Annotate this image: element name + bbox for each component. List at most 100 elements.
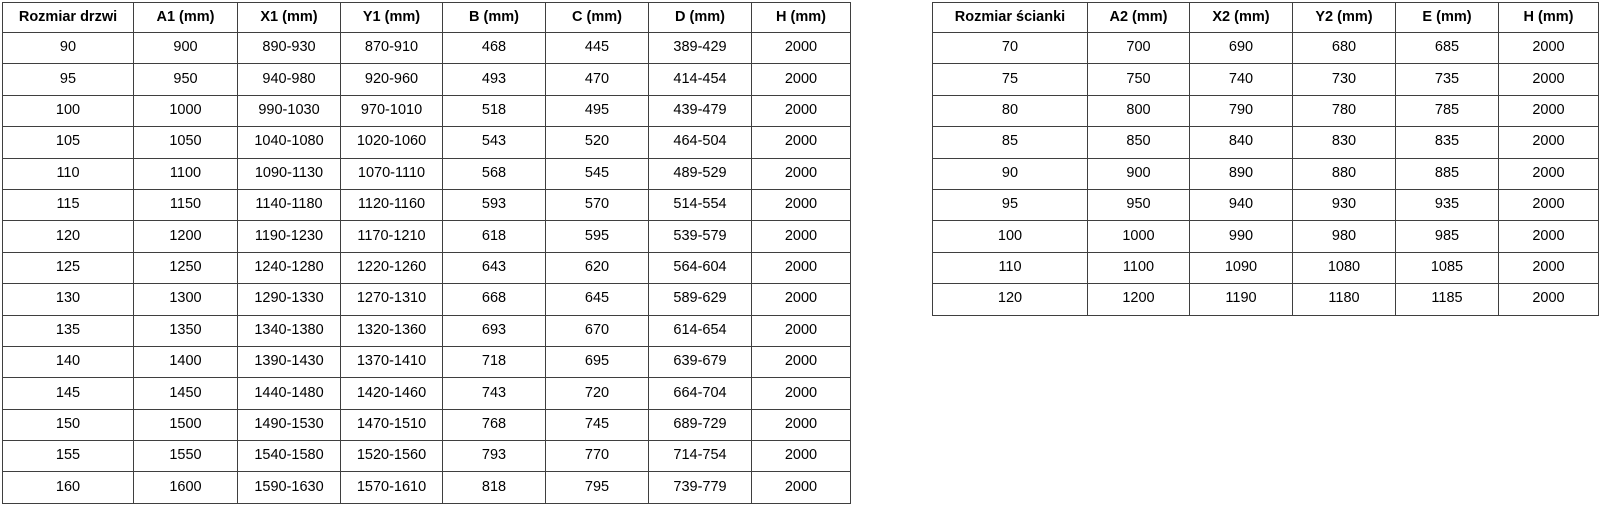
cell-x2: 690 [1189,31,1293,65]
cell-a1: 1000 [133,94,238,128]
cell-rozmiar-drzwi: 90 [2,31,134,65]
cell-e: 835 [1395,126,1499,159]
door-size-table: Rozmiar drzwi A1 (mm) X1 (mm) Y1 (mm) B … [2,2,851,504]
cell-a1: 1050 [133,126,238,159]
column-header-a1: A1 (mm) [133,2,238,33]
cell-rozmiar-drzwi: 140 [2,345,134,379]
table-row: 110 1100 1090 1080 1085 2000 [932,251,1599,285]
column-header-c: C (mm) [545,2,649,33]
door-table-body: 90 900 890-930 870-910 468 445 389-429 2… [2,31,851,504]
column-header-rozmiar-scianki: Rozmiar ścianki [932,2,1088,33]
cell-c: 470 [545,63,649,96]
cell-x2: 890 [1189,157,1293,190]
column-header-h: H (mm) [751,2,851,33]
cell-x1: 890-930 [237,31,341,65]
cell-b: 743 [442,377,546,410]
cell-h: 2000 [751,471,851,504]
column-header-d: D (mm) [648,2,752,33]
wall-table-header: Rozmiar ścianki A2 (mm) X2 (mm) Y2 (mm) … [932,2,1599,33]
cell-c: 745 [545,408,649,442]
cell-e: 735 [1395,63,1499,96]
cell-b: 618 [442,220,546,253]
cell-a1: 1350 [133,314,238,347]
cell-y1: 1270-1310 [340,283,443,316]
cell-b: 543 [442,126,546,159]
cell-a2: 850 [1087,126,1190,159]
table-row: 160 1600 1590-1630 1570-1610 818 795 739… [2,471,851,504]
cell-rozmiar-scianki: 100 [932,220,1088,253]
cell-e: 1185 [1395,283,1499,316]
cell-x1: 1040-1080 [237,126,341,159]
cell-x1: 1090-1130 [237,157,341,190]
column-header-a2: A2 (mm) [1087,2,1190,33]
cell-h: 2000 [1498,126,1599,159]
cell-d: 689-729 [648,408,752,442]
cell-e: 685 [1395,31,1499,65]
table-row: 100 1000 990-1030 970-1010 518 495 439-4… [2,94,851,128]
column-header-y1: Y1 (mm) [340,2,443,33]
cell-h: 2000 [751,220,851,253]
cell-d: 514-554 [648,188,752,222]
cell-y2: 880 [1292,157,1396,190]
cell-x1: 1590-1630 [237,471,341,504]
cell-b: 718 [442,345,546,379]
cell-c: 770 [545,440,649,473]
cell-c: 445 [545,31,649,65]
cell-a1: 900 [133,31,238,65]
cell-rozmiar-drzwi: 95 [2,63,134,96]
table-row: 95 950 940 930 935 2000 [932,188,1599,222]
table-row: 145 1450 1440-1480 1420-1460 743 720 664… [2,377,851,410]
cell-b: 643 [442,251,546,285]
column-header-x2: X2 (mm) [1189,2,1293,33]
door-table-header: Rozmiar drzwi A1 (mm) X1 (mm) Y1 (mm) B … [2,2,851,33]
cell-b: 768 [442,408,546,442]
cell-h: 2000 [751,440,851,473]
cell-d: 439-479 [648,94,752,128]
cell-a1: 1600 [133,471,238,504]
cell-h: 2000 [1498,31,1599,65]
cell-x1: 1440-1480 [237,377,341,410]
cell-a2: 1200 [1087,283,1190,316]
cell-h: 2000 [751,283,851,316]
cell-rozmiar-drzwi: 130 [2,283,134,316]
cell-y2: 1180 [1292,283,1396,316]
cell-h: 2000 [751,94,851,128]
cell-c: 495 [545,94,649,128]
cell-y1: 1570-1610 [340,471,443,504]
cell-x2: 990 [1189,220,1293,253]
cell-rozmiar-scianki: 90 [932,157,1088,190]
cell-h: 2000 [751,314,851,347]
cell-a2: 750 [1087,63,1190,96]
cell-c: 620 [545,251,649,285]
cell-d: 414-454 [648,63,752,96]
cell-d: 739-779 [648,471,752,504]
cell-e: 885 [1395,157,1499,190]
cell-a2: 800 [1087,94,1190,128]
cell-h: 2000 [1498,188,1599,222]
column-header-rozmiar-drzwi: Rozmiar drzwi [2,2,134,33]
wall-table-body: 70 700 690 680 685 2000 75 750 740 730 7… [932,31,1599,316]
cell-x1: 1490-1530 [237,408,341,442]
table-row: 125 1250 1240-1280 1220-1260 643 620 564… [2,251,851,285]
cell-d: 389-429 [648,31,752,65]
cell-a2: 950 [1087,188,1190,222]
cell-a1: 1100 [133,157,238,190]
cell-y1: 870-910 [340,31,443,65]
cell-a1: 1150 [133,188,238,222]
cell-rozmiar-scianki: 75 [932,63,1088,96]
table-row: 90 900 890-930 870-910 468 445 389-429 2… [2,31,851,65]
cell-rozmiar-drzwi: 160 [2,471,134,504]
cell-d: 539-579 [648,220,752,253]
cell-h: 2000 [1498,94,1599,128]
cell-y1: 920-960 [340,63,443,96]
cell-h: 2000 [751,126,851,159]
cell-rozmiar-scianki: 110 [932,251,1088,285]
cell-y1: 1520-1560 [340,440,443,473]
cell-c: 695 [545,345,649,379]
cell-b: 468 [442,31,546,65]
cell-x2: 790 [1189,94,1293,128]
table-row: 85 850 840 830 835 2000 [932,126,1599,159]
table-row: 70 700 690 680 685 2000 [932,31,1599,65]
cell-c: 670 [545,314,649,347]
